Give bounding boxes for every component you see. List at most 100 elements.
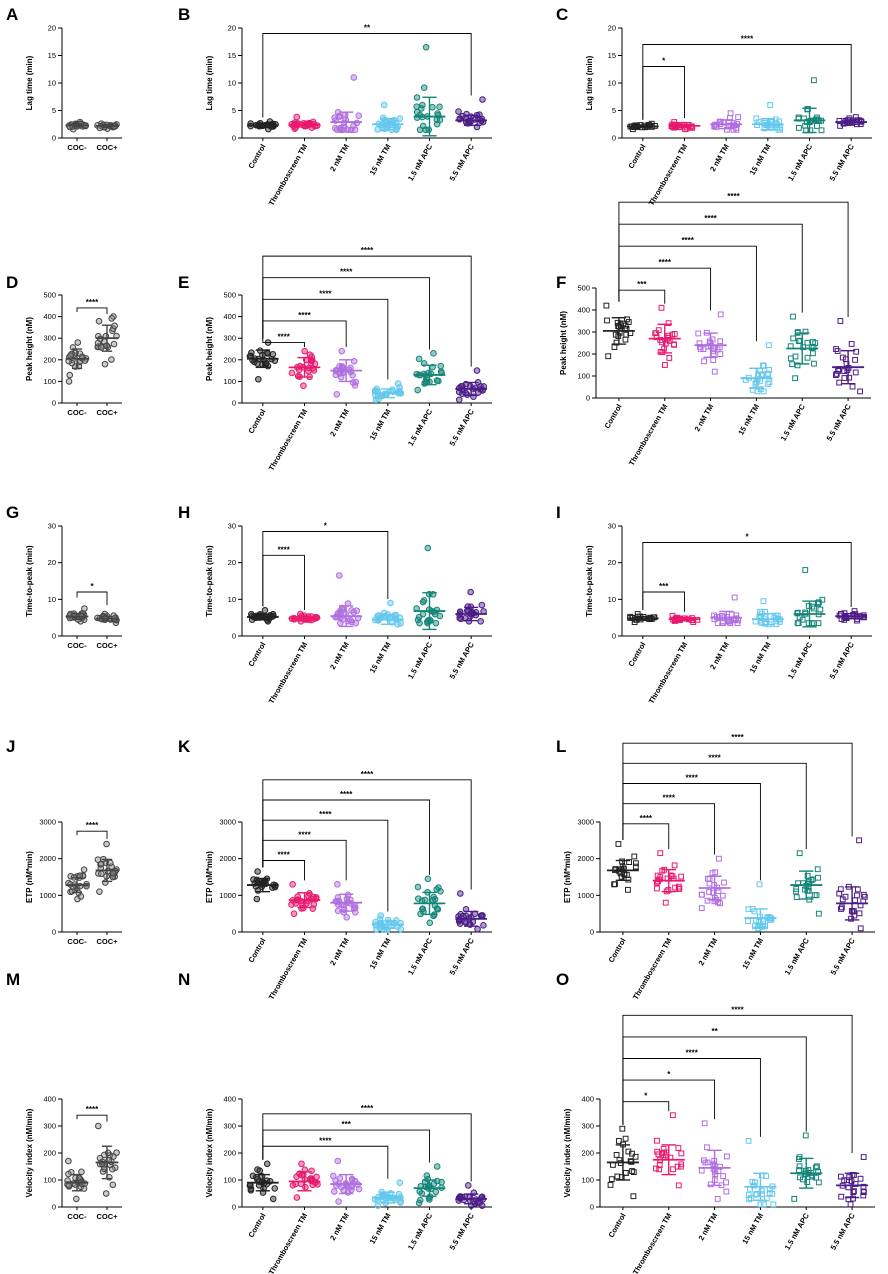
data-point: [461, 918, 469, 926]
data-point: [839, 896, 846, 903]
data-point: [652, 1165, 659, 1172]
significance-bracket: ****: [76, 298, 108, 314]
data-point: [815, 1179, 822, 1186]
significance-bracket: *: [262, 522, 389, 607]
x-tick-label: COC-: [67, 408, 87, 417]
y-axis-label: Velocity index (nM/min): [25, 1108, 34, 1197]
significance-label: ****: [277, 545, 290, 554]
significance-bracket: ***: [642, 582, 685, 612]
x-tick-label: 15 nM TM: [740, 1212, 765, 1246]
data-point: [66, 371, 74, 379]
y-tick-label: 3000: [39, 818, 56, 827]
data-point: [795, 114, 802, 121]
data-point: [271, 1185, 279, 1192]
data-point: [619, 1125, 626, 1132]
data-point: [802, 1132, 809, 1139]
y-tick-label: 100: [43, 1176, 56, 1185]
data-point: [254, 868, 261, 875]
panel-G: G 0 10 20 30 Time-to-peak (min) COC- COC+ *: [6, 503, 122, 650]
data-point: [758, 1187, 765, 1194]
x-tick-label: 2 nM TM: [328, 408, 351, 438]
data-point: [710, 889, 717, 896]
y-axis-label: Lag time (min): [205, 55, 214, 110]
data-point: [678, 873, 685, 880]
data-point: [653, 334, 660, 341]
panel-letter-M: M: [6, 970, 20, 989]
y-tick-label: 10: [48, 595, 56, 604]
data-point: [471, 116, 479, 123]
data-point: [629, 1150, 635, 1157]
y-tick-label: 100: [577, 372, 590, 381]
x-tick-label: COC-: [67, 1212, 87, 1221]
data-point: [293, 1194, 301, 1201]
data-point: [837, 886, 844, 893]
panel-K: K 0 1000 2000 3000 ETP (nM*min) Control Thrombo…: [178, 737, 492, 1001]
x-tick-label: COC+: [96, 641, 118, 650]
data-point: [335, 1198, 342, 1205]
data-point: [104, 1149, 112, 1157]
significance-label: ****: [86, 298, 99, 307]
x-tick-label: 2 nM TM: [328, 937, 351, 967]
x-tick-label: Thromboscreen TM: [267, 937, 310, 1002]
data-point: [397, 1199, 404, 1206]
data-point: [457, 890, 464, 897]
significance-bracket: ****: [622, 733, 853, 840]
y-axis-label: Time-to-peak (min): [205, 545, 214, 617]
data-point: [666, 355, 673, 361]
data-point: [306, 351, 314, 358]
data-point: [419, 610, 427, 618]
x-tick-label: Control: [607, 937, 628, 965]
x-tick-label: 2 nM TM: [697, 937, 720, 967]
data-point: [723, 1179, 729, 1186]
data-point: [860, 1154, 867, 1160]
x-tick-label: COC-: [67, 937, 87, 946]
data-point: [434, 110, 441, 117]
significance-bracket: ***: [618, 280, 666, 304]
data-point: [108, 863, 115, 870]
data-point: [654, 885, 660, 892]
data-point: [314, 1181, 321, 1188]
data-point: [396, 115, 404, 122]
data-point: [760, 598, 767, 605]
data-point: [719, 620, 726, 627]
data-point: [107, 859, 114, 867]
data-point: [860, 1188, 867, 1195]
data-point: [353, 607, 361, 615]
data-point: [380, 101, 388, 109]
x-tick-label: Control: [607, 1212, 628, 1240]
x-tick-label: Thromboscreen TM: [647, 143, 690, 208]
significance-label: **: [364, 24, 371, 33]
data-point: [626, 859, 632, 865]
data-point: [351, 1177, 359, 1185]
data-point: [415, 355, 423, 363]
x-tick-label: 15 nM TM: [368, 143, 393, 177]
y-tick-label: 400: [43, 312, 56, 321]
data-point: [761, 125, 768, 132]
significance-label: ****: [298, 830, 311, 839]
data-point: [796, 1163, 803, 1170]
data-point: [812, 1164, 819, 1171]
x-tick-label: COC+: [96, 1212, 118, 1221]
data-point: [715, 888, 722, 894]
y-tick-label: 20: [48, 558, 56, 567]
y-tick-label: 20: [608, 558, 616, 567]
data-point: [337, 607, 344, 615]
data-point: [746, 1196, 752, 1203]
x-tick-label: Control: [246, 937, 267, 965]
data-point: [804, 1179, 811, 1185]
x-tick-label: Thromboscreen TM: [627, 403, 670, 468]
x-tick-label: 5.5 nM APC: [448, 640, 477, 680]
data-point: [379, 114, 387, 122]
significance-label: ****: [361, 1104, 374, 1113]
x-tick-label: 2 nM TM: [708, 143, 731, 173]
y-tick-label: 0: [232, 928, 236, 937]
data-point: [671, 341, 678, 348]
panel-J: J 0 1000 2000 3000 ETP (nM*min) COC- COC+ ****: [6, 737, 122, 946]
data-point: [861, 614, 867, 621]
data-point: [108, 315, 116, 322]
data-point: [426, 919, 434, 927]
data-point: [800, 344, 807, 351]
data-point: [432, 619, 440, 627]
y-tick-label: 0: [590, 928, 594, 937]
data-point: [97, 860, 105, 868]
